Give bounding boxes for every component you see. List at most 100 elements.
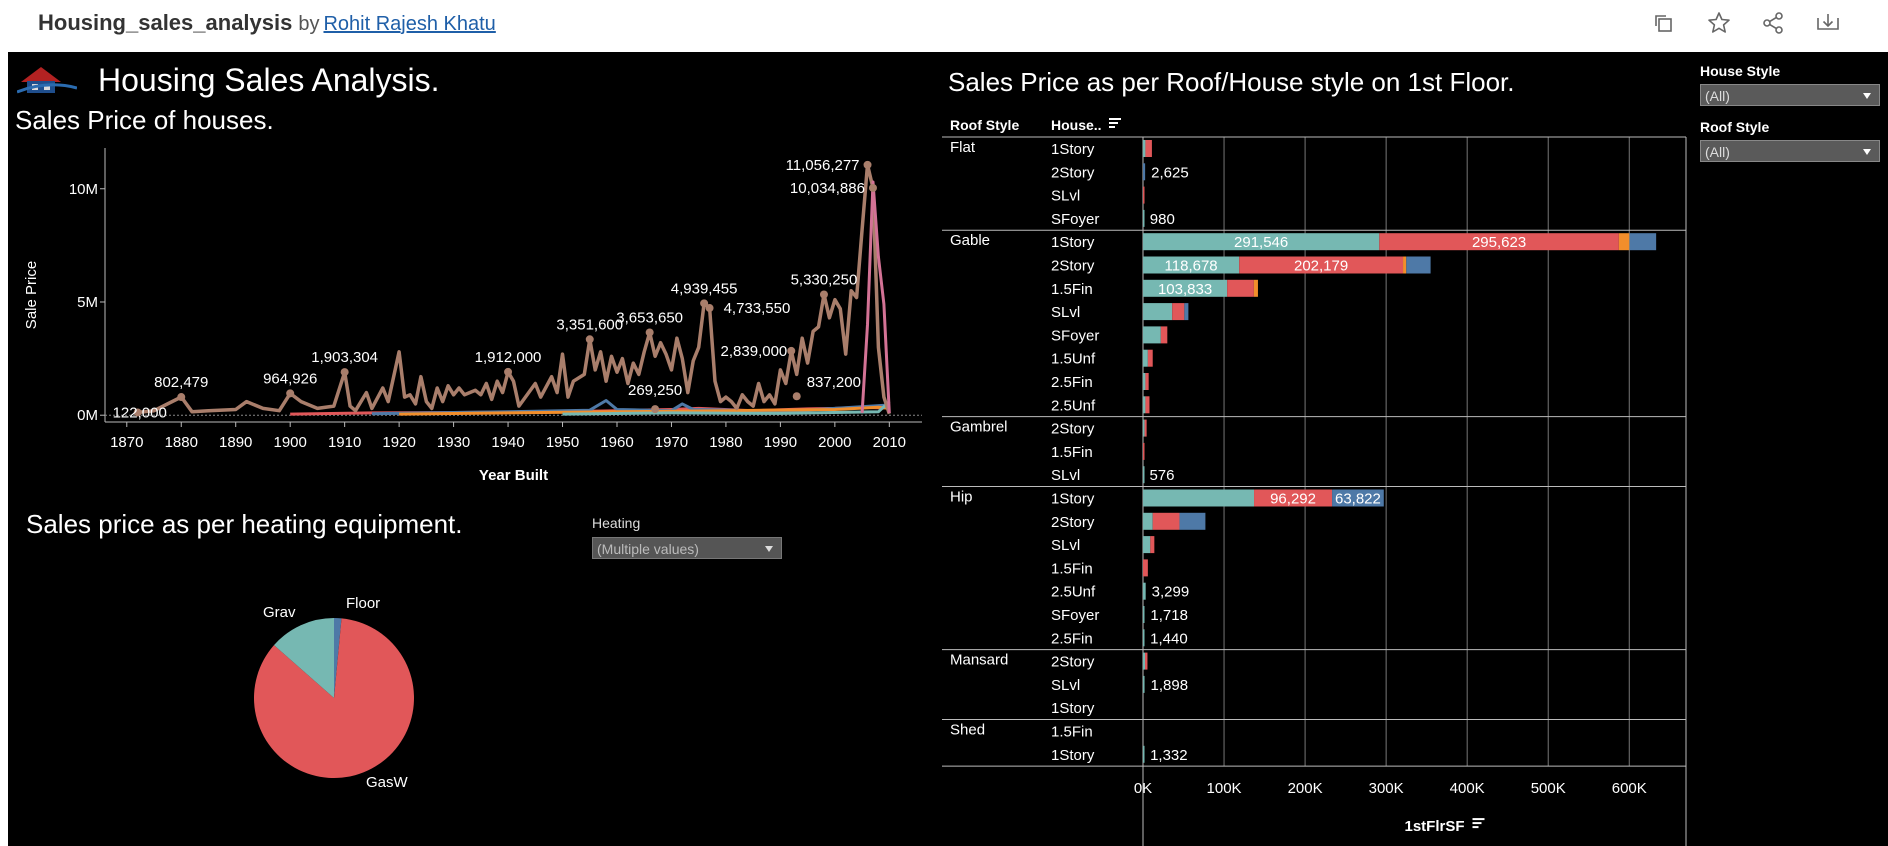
dashboard: Housing Sales Analysis. Sales Price of h… <box>8 52 1888 846</box>
bar-segment-red <box>1145 373 1149 390</box>
data-point-marker <box>504 367 513 376</box>
pie-slice-grav <box>273 618 334 698</box>
data-label: 3,653,650 <box>616 309 683 326</box>
star-icon[interactable] <box>1704 8 1734 38</box>
data-label: 122,000 <box>113 404 167 421</box>
house-style-filter-value: (All) <box>1705 88 1730 104</box>
data-label: 1,903,304 <box>311 349 378 366</box>
bar-segment-red <box>1145 396 1150 414</box>
sort-icon-bar <box>1472 818 1485 821</box>
download-icon[interactable] <box>1813 8 1843 38</box>
line-series-orange <box>399 405 890 416</box>
pie-label: Grav <box>263 604 296 621</box>
data-point-marker <box>700 299 709 308</box>
bar-segment-blue <box>1332 489 1384 507</box>
data-label: 10,034,886 <box>790 180 865 197</box>
pie-label: GasW <box>366 774 409 791</box>
bar-segment-teal <box>1143 233 1380 251</box>
house-style-label: 2.5Fin <box>1051 374 1093 391</box>
bar-segment-red <box>1145 652 1148 670</box>
data-point-marker <box>792 392 801 401</box>
workbook-header: Housing_sales_analysis by Rohit Rajesh Kha… <box>0 0 1888 50</box>
bar-segment-blue <box>1179 512 1206 530</box>
bar-segment-teal <box>1143 209 1145 227</box>
pie-slice-gasw <box>253 618 414 779</box>
house-style-label: SLvl <box>1051 304 1080 321</box>
roof-style-label: Shed <box>950 722 985 739</box>
house-style-filter-dropdown[interactable]: (All) <box>1700 84 1880 106</box>
heating-filter-dropdown[interactable]: (Multiple values) <box>592 537 782 559</box>
roof-style-label: Flat <box>950 139 976 156</box>
house-style-label: 2Story <box>1051 514 1095 531</box>
workbook-title-bar: Housing_sales_analysis by Rohit Rajesh Kha… <box>38 10 496 36</box>
house-style-label: 2Story <box>1051 654 1095 671</box>
house-style-label: SLvl <box>1051 677 1080 694</box>
bar-segment-red <box>1143 559 1148 577</box>
x-tick-label: 300K <box>1369 780 1404 797</box>
bar-value-label: 103,833 <box>1158 281 1212 298</box>
x-tick-label: 100K <box>1207 780 1242 797</box>
share-icon[interactable] <box>1758 8 1788 38</box>
pie-chart-title: Sales price as per heating equipment. <box>26 509 463 539</box>
x-tick-label: 200K <box>1288 780 1323 797</box>
chevron-down-icon <box>1863 149 1871 155</box>
house-style-label: SLvl <box>1051 537 1080 554</box>
bar-segment-red <box>1147 349 1153 367</box>
author-link[interactable]: Rohit Rajesh Khatu <box>323 13 496 35</box>
heating-filter-value: (Multiple values) <box>597 541 699 557</box>
house-style-label: 1.5Fin <box>1051 444 1093 461</box>
line-series-brown <box>137 163 891 415</box>
bar-value-label: 1,332 <box>1150 747 1188 764</box>
data-point-marker <box>177 393 186 402</box>
bar-value-label: 1,898 <box>1151 677 1189 694</box>
bar-segment-teal <box>1143 606 1145 623</box>
bar-value-label: 96,292 <box>1270 491 1316 508</box>
house-style-label: 1.5Fin <box>1051 560 1093 577</box>
x-tick-label: 1910 <box>328 434 361 451</box>
x-tick-label: 1880 <box>165 434 198 451</box>
data-label: 11,056,277 <box>786 157 860 174</box>
data-label: 2,839,000 <box>721 343 788 360</box>
roof-style-filter-dropdown[interactable]: (All) <box>1700 140 1880 162</box>
data-point-marker <box>787 346 796 355</box>
data-label: 3,351,600 <box>556 316 623 333</box>
bar-segment-orange <box>1253 279 1258 297</box>
bar-segment-red <box>1144 419 1147 437</box>
x-tick-label: 1890 <box>219 434 252 451</box>
bar-value-label: 63,822 <box>1335 491 1381 508</box>
sort-icon-bar <box>1109 122 1118 124</box>
bar-segment-red <box>1254 489 1333 507</box>
house-style-label: SLvl <box>1051 467 1080 484</box>
bar-segment-teal <box>1143 303 1173 321</box>
house-style-label: 2Story <box>1051 164 1095 181</box>
y-tick-label: 10M <box>69 181 98 198</box>
x-tick-label: 1900 <box>273 434 306 451</box>
x-tick-label: 1920 <box>382 434 415 451</box>
sort-icon-bar <box>1109 118 1121 120</box>
x-tick-label: 500K <box>1531 780 1566 797</box>
x-tick-label: 2000 <box>818 434 851 451</box>
bar-segment-teal <box>1143 489 1255 507</box>
bar-segment-teal <box>1143 652 1146 670</box>
bar-value-label: 3,299 <box>1152 584 1190 601</box>
data-label: 964,926 <box>263 370 317 387</box>
house-style-label: SFoyer <box>1051 327 1099 344</box>
bar-segment-teal <box>1143 512 1153 530</box>
bar-value-label: 2,625 <box>1151 164 1189 181</box>
roof-style-bar-chart: Roof Style House..0K 100K 200K 300K 400K 500K 6… <box>942 117 1687 846</box>
bar-segment-teal <box>1143 373 1146 390</box>
bar-segment-teal <box>1143 419 1145 437</box>
data-label: 5,330,250 <box>791 272 858 289</box>
x-tick-label: 1950 <box>546 434 579 451</box>
pie-slice-floor <box>334 618 342 698</box>
house-style-label: 2.5Unf <box>1051 397 1096 414</box>
x-axis-title: Year Built <box>479 467 548 484</box>
bar-segment-teal <box>1143 256 1240 274</box>
bar-segment-teal <box>1143 349 1148 367</box>
bar-segment-orange <box>1403 256 1407 274</box>
bar-segment-red <box>1150 536 1155 554</box>
bar-segment-red <box>1379 233 1619 251</box>
copy-icon[interactable] <box>1650 8 1680 38</box>
col-header-roof-style: Roof Style <box>950 117 1019 133</box>
sort-icon <box>1109 118 1121 128</box>
